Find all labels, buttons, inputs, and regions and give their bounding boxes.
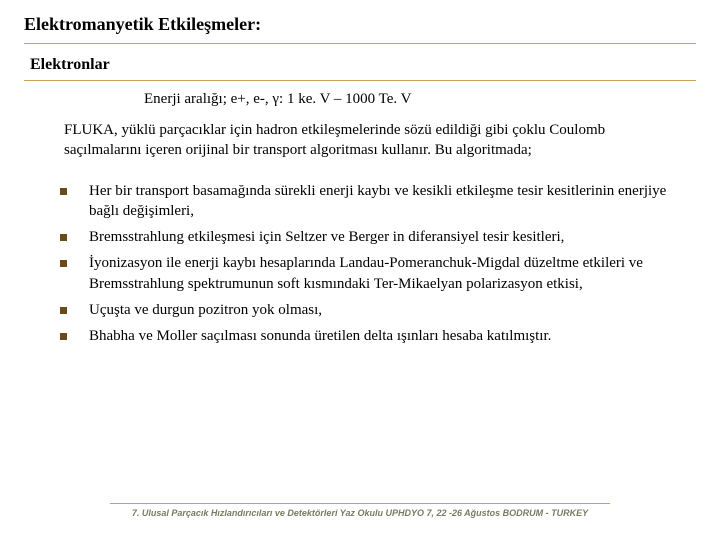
list-item: Bhabha ve Moller saçılması sonunda üreti… — [60, 326, 676, 352]
footer-rule — [110, 503, 610, 504]
list-item: İyonizasyon ile enerji kaybı hesaplarınd… — [60, 253, 676, 300]
sub-title: Elektronlar — [24, 44, 696, 81]
bullet-list: Her bir transport basamağında sürekli en… — [24, 175, 696, 353]
energy-range-line: Enerji aralığı; e+, e-, γ: 1 ke. V – 100… — [24, 81, 696, 116]
list-item-text: Bremsstrahlung etkileşmesi için Seltzer … — [89, 227, 676, 247]
list-item: Uçuşta ve durgun pozitron yok olması, — [60, 300, 676, 326]
list-item-text: Bhabha ve Moller saçılması sonunda üreti… — [89, 326, 676, 346]
list-item-text: Her bir transport basamağında sürekli en… — [89, 181, 676, 222]
slide-page: Elektromanyetik Etkileşmeler: Elektronla… — [0, 0, 720, 352]
intro-paragraph: FLUKA, yüklü parçacıklar için hadron etk… — [24, 116, 696, 175]
list-item-text: Uçuşta ve durgun pozitron yok olması, — [89, 300, 676, 320]
main-title: Elektromanyetik Etkileşmeler: — [24, 12, 696, 44]
bullet-icon — [60, 333, 67, 340]
bullet-icon — [60, 234, 67, 241]
list-item: Her bir transport basamağında sürekli en… — [60, 181, 676, 228]
bullet-icon — [60, 188, 67, 195]
bullet-icon — [60, 307, 67, 314]
list-item: Bremsstrahlung etkileşmesi için Seltzer … — [60, 227, 676, 253]
bullet-icon — [60, 260, 67, 267]
footer-text: 7. Ulusal Parçacık Hızlandırıcıları ve D… — [132, 508, 588, 518]
list-item-text: İyonizasyon ile enerji kaybı hesaplarınd… — [89, 253, 676, 294]
footer: 7. Ulusal Parçacık Hızlandırıcıları ve D… — [0, 503, 720, 518]
